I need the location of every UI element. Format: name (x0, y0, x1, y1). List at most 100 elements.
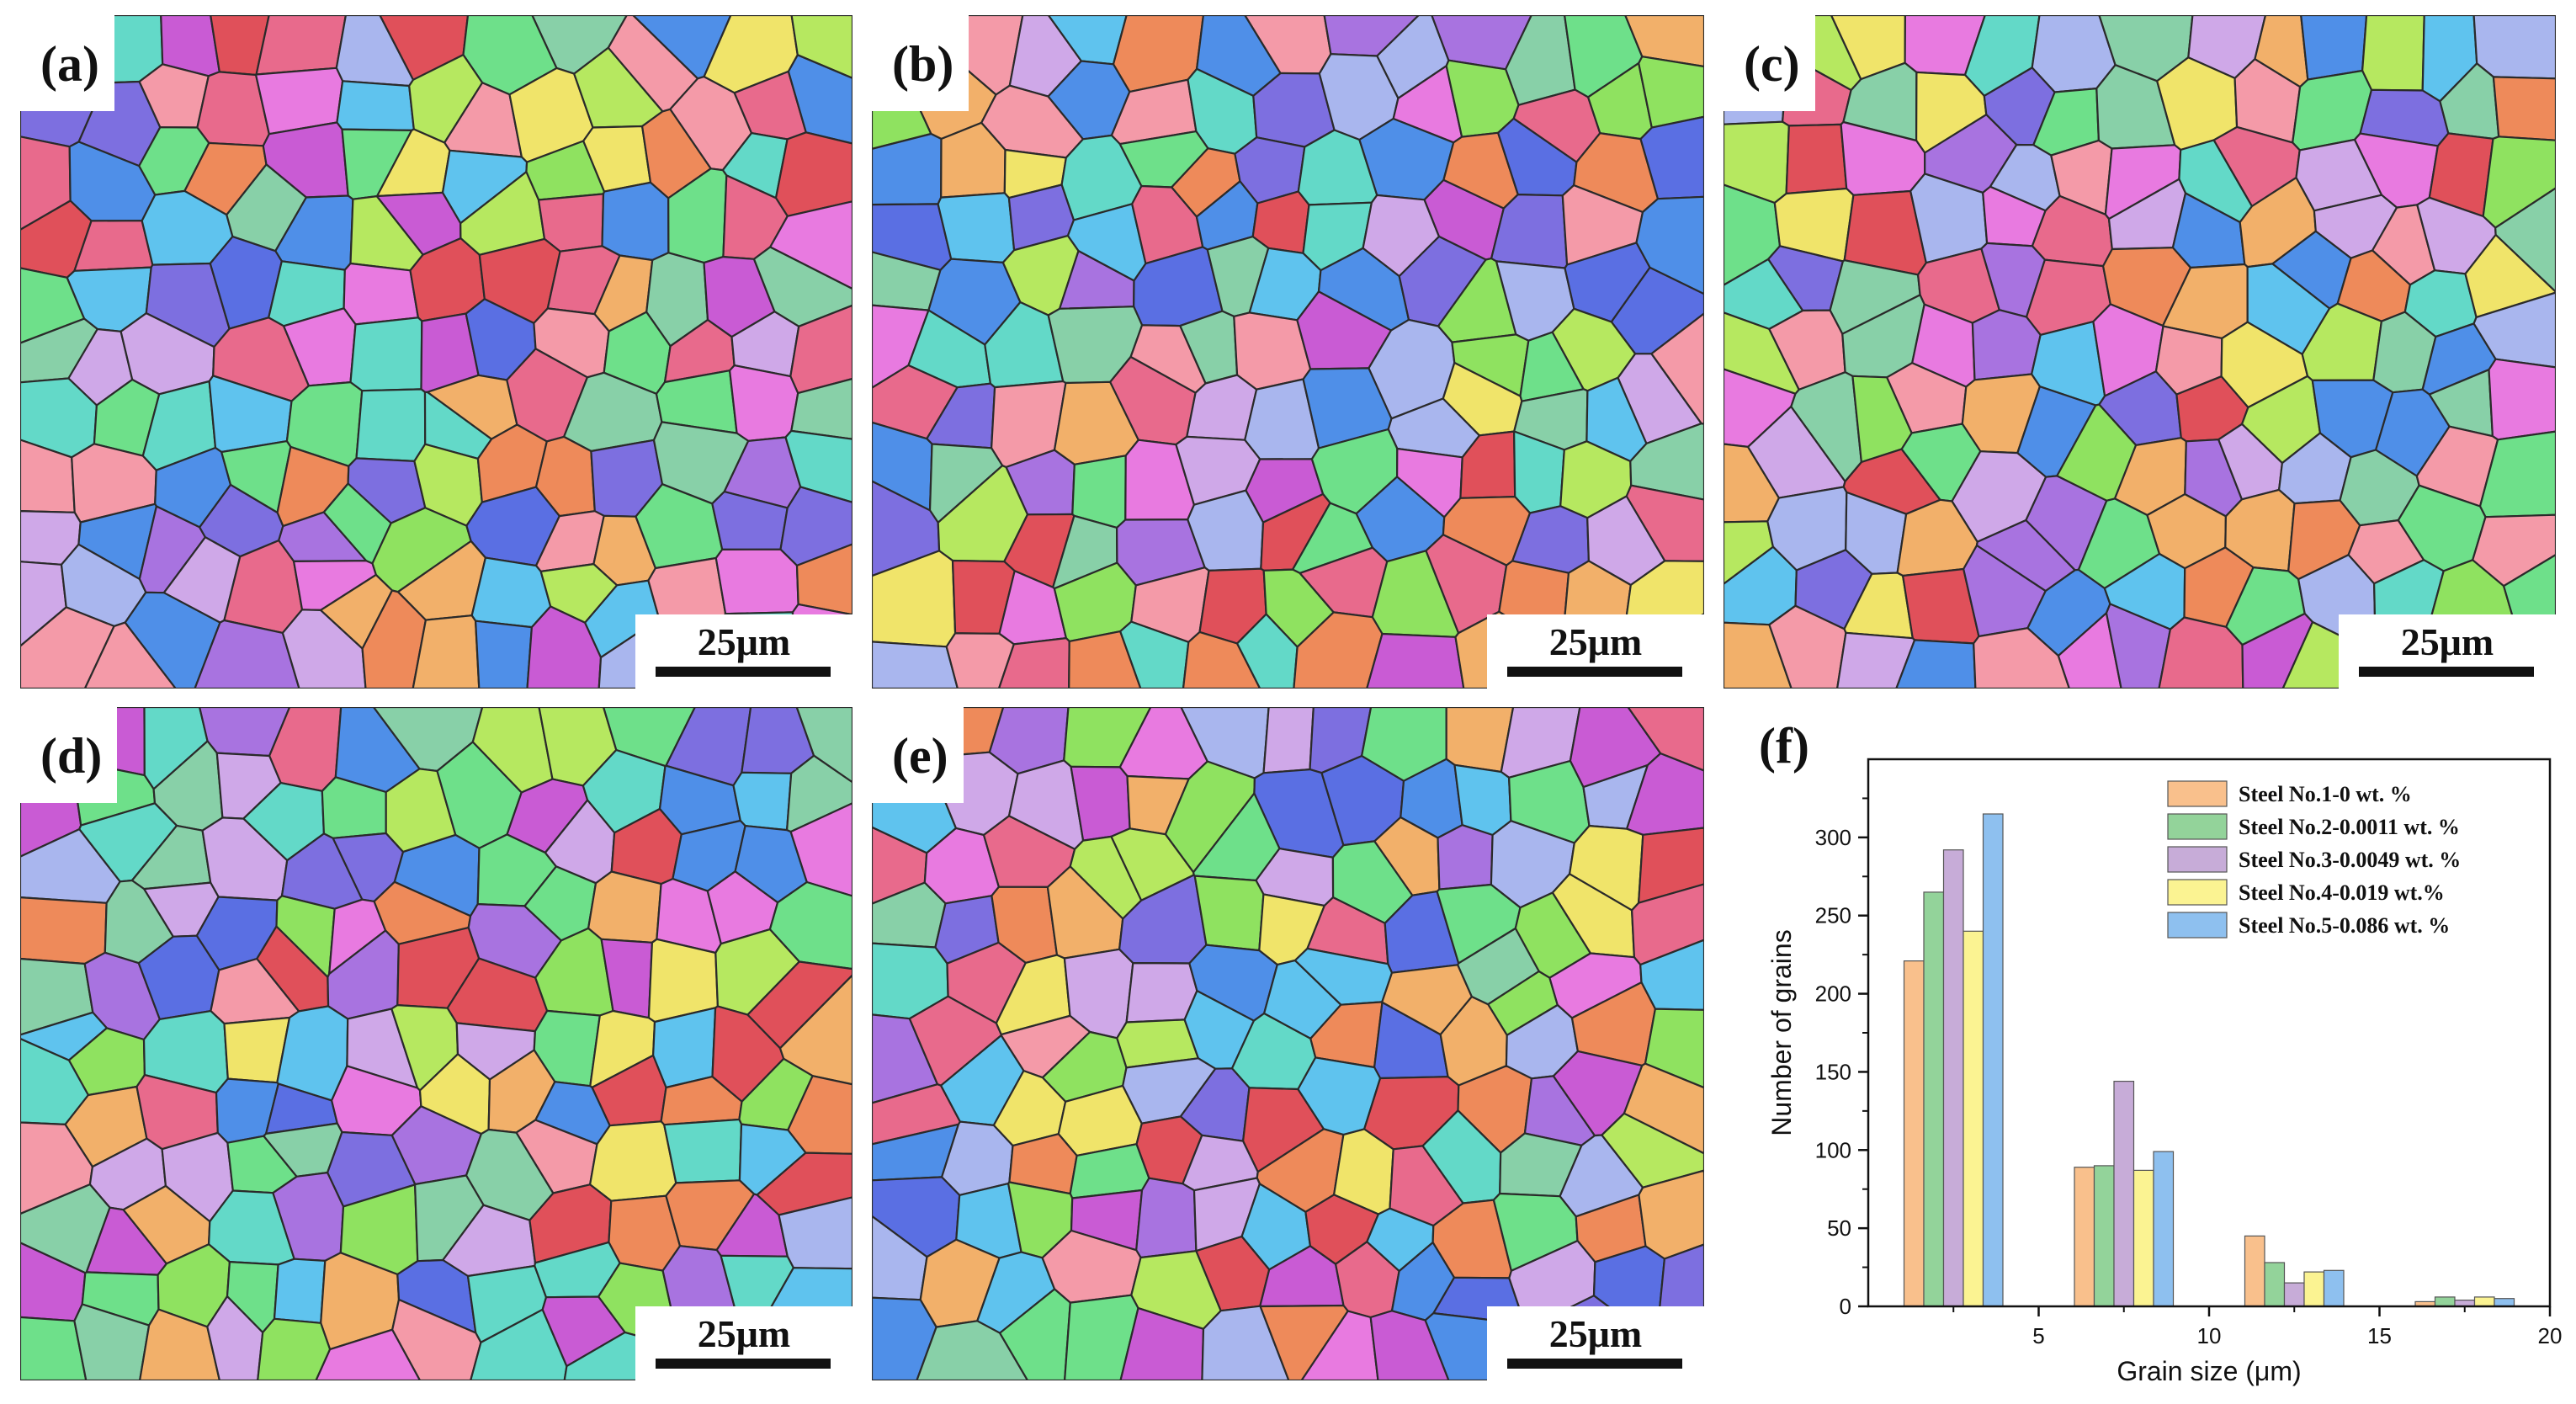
legend-label-1: Steel No.1-0 wt. % (2239, 782, 2412, 806)
legend-label-2: Steel No.2-0.0011 wt. % (2239, 815, 2460, 839)
grain (273, 1258, 327, 1324)
grain (1262, 707, 1315, 774)
x-tick-label: 5 (2032, 1323, 2044, 1348)
grain (1971, 309, 2042, 381)
scale-bar-line (1507, 667, 1682, 677)
grain (1638, 56, 1704, 129)
grain (872, 641, 959, 689)
grain-cells (1724, 15, 2556, 689)
grain-map (872, 707, 1704, 1380)
grain (2472, 291, 2556, 369)
bar-series-3-bin-3 (2283, 1282, 2305, 1307)
grain (601, 181, 670, 262)
panel-label: (d) (20, 707, 118, 803)
scale-bar: 25μm (1487, 614, 1704, 689)
bar-series-5-bin-4 (2494, 1298, 2515, 1307)
legend-swatch-1 (2167, 780, 2228, 807)
bar-series-3-bin-2 (2113, 1081, 2135, 1307)
legend: Steel No.1-0 wt. % Steel No.2-0.0011 wt. … (2167, 780, 2461, 939)
y-tick-label: 50 (1827, 1215, 1851, 1241)
grain (1135, 1177, 1198, 1259)
scale-bar-line (656, 667, 831, 677)
bar-series-4-bin-1 (1963, 930, 1984, 1307)
bar-series-2-bin-2 (2093, 1165, 2115, 1307)
grain (714, 548, 799, 615)
bar-series-4-bin-4 (2473, 1296, 2495, 1307)
grain (20, 896, 108, 965)
grain (2361, 15, 2425, 92)
grain (1366, 632, 1465, 689)
grain-map (1724, 15, 2556, 689)
micrograph-a: (a) 25μm (20, 15, 852, 689)
grain (790, 15, 852, 79)
grain (336, 80, 415, 131)
grain (470, 556, 552, 629)
grain-cells (20, 707, 852, 1380)
bar-series-4-bin-3 (2303, 1271, 2325, 1307)
grain-cells (872, 707, 1704, 1380)
panel-label: (c) (1724, 15, 1815, 111)
micrograph-b: (b) 25μm (872, 15, 1704, 689)
y-tick-label: 250 (1815, 903, 1851, 928)
grain (349, 316, 423, 392)
grain (937, 192, 1016, 263)
y-axis-label: Number of grains (1766, 929, 1797, 1135)
micrograph-e: (e) 25μm (872, 707, 1704, 1380)
grain (355, 388, 427, 463)
y-tick-label: 300 (1815, 825, 1851, 850)
grain (2472, 15, 2556, 80)
micrograph-c: (c) 25μm (1724, 15, 2556, 689)
grain (587, 870, 662, 944)
grain (1625, 484, 1704, 562)
scale-bar: 25μm (635, 1306, 852, 1380)
panel-label: (b) (872, 15, 969, 111)
grain (663, 1118, 743, 1184)
grain (2464, 233, 2556, 318)
scale-bar-text: 25μm (2400, 620, 2494, 663)
panel-label: (f) (1759, 718, 1809, 774)
grain (474, 620, 534, 689)
scale-bar-line (1507, 1359, 1682, 1369)
panel-label: (e) (872, 707, 964, 803)
grain-size-chart: 0 50 100 150 200 250 300 5 10 15 20 Grain size (μm)… (1766, 758, 2563, 1386)
bar-series-2-bin-1 (1923, 891, 1945, 1307)
grain (2488, 358, 2556, 441)
grain (1624, 15, 1704, 68)
legend-label-4: Steel No.4-0.019 wt.% (2239, 880, 2445, 905)
legend-label-3: Steel No.3-0.0049 wt. % (2239, 848, 2461, 872)
x-tick-label: 20 (2538, 1323, 2563, 1348)
micrograph-d: (d) 25μm (20, 707, 852, 1380)
grain-map (20, 15, 852, 689)
grain (1627, 707, 1704, 772)
bar-series-1-bin-3 (2244, 1235, 2265, 1307)
y-tick-label: 0 (1840, 1294, 1851, 1319)
scale-bar: 25μm (1487, 1306, 1704, 1380)
y-tick-label: 150 (1815, 1059, 1851, 1084)
x-axis-label: Grain size (μm) (2117, 1356, 2301, 1386)
scale-bar-text: 25μm (1548, 620, 1643, 663)
grain (1193, 875, 1265, 952)
bar-series-2-bin-3 (2264, 1262, 2286, 1307)
grain (787, 54, 852, 145)
grain (1601, 1112, 1704, 1189)
bar-series-5-bin-3 (2323, 1269, 2345, 1307)
scale-bar-line (2359, 667, 2534, 677)
y-tick-label: 100 (1815, 1137, 1851, 1162)
grain-cells (872, 15, 1704, 689)
grain (651, 1007, 717, 1089)
legend-swatch-3 (2167, 846, 2228, 873)
panel-label: (a) (20, 15, 114, 111)
legend-swatch-4 (2167, 879, 2228, 906)
scale-bar: 25μm (635, 614, 852, 689)
legend-label-5: Steel No.5-0.086 wt. % (2239, 913, 2450, 938)
grain-size-chart-panel: (f) 0 50 100 150 200 250 300 5 10 15 20 Grain size … (1717, 704, 2576, 1404)
x-tick-label: 15 (2367, 1323, 2392, 1348)
y-tick-label: 200 (1815, 981, 1851, 1007)
legend-swatch-5 (2167, 912, 2228, 939)
grain (2300, 15, 2368, 81)
grain (343, 262, 419, 326)
scale-bar-text: 25μm (1548, 1312, 1643, 1355)
grain (1623, 1062, 1704, 1155)
bar-series-1-bin-2 (2074, 1167, 2095, 1307)
grain (257, 1317, 332, 1380)
